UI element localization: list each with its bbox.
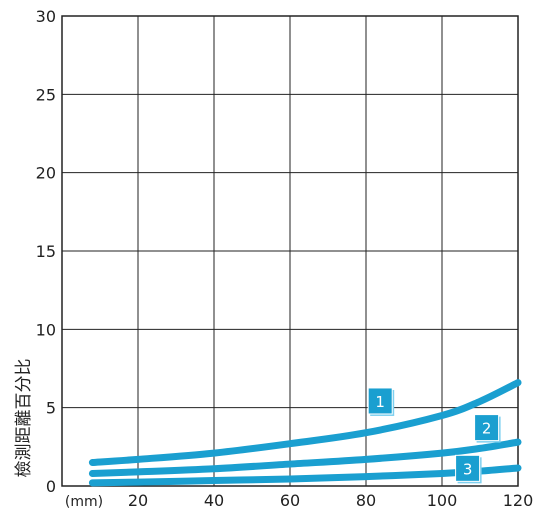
x-unit-label: (mm) <box>65 494 103 510</box>
x-tick-label: 20 <box>128 491 148 510</box>
series-line-2 <box>88 438 522 477</box>
x-tick-label: 100 <box>427 491 458 510</box>
y-tick-label: 30 <box>36 7 56 26</box>
badge-box <box>455 454 481 482</box>
y-tick-labels: 0 5 10 15 20 25 30 <box>36 7 56 496</box>
series-labels: 1 2 3 <box>367 387 501 484</box>
x-tick-labels: 20 40 60 80 100 120 <box>128 491 533 510</box>
grid <box>62 16 518 486</box>
x-tick-label: 60 <box>280 491 300 510</box>
y-axis-label: 檢測距離百分比 <box>14 359 34 478</box>
y-tick-label: 5 <box>46 399 56 418</box>
series-badge-1: 1 <box>367 387 395 416</box>
x-tick-label: 80 <box>356 491 376 510</box>
y-tick-label: 15 <box>36 242 56 261</box>
series-line-1 <box>88 379 522 466</box>
x-tick-label: 40 <box>204 491 224 510</box>
badge-label: 2 <box>482 420 492 438</box>
series-badge-3: 3 <box>455 454 482 484</box>
x-tick-label: 120 <box>503 491 533 510</box>
badge-label: 1 <box>375 393 385 411</box>
badge-box <box>367 387 393 415</box>
y-tick-label: 10 <box>36 320 56 339</box>
y-tick-label: 0 <box>46 477 56 496</box>
series-badge-2: 2 <box>474 414 501 443</box>
badge-box <box>474 414 500 442</box>
y-tick-label: 25 <box>36 85 56 104</box>
badge-label: 3 <box>463 460 473 478</box>
y-tick-label: 20 <box>36 164 56 183</box>
